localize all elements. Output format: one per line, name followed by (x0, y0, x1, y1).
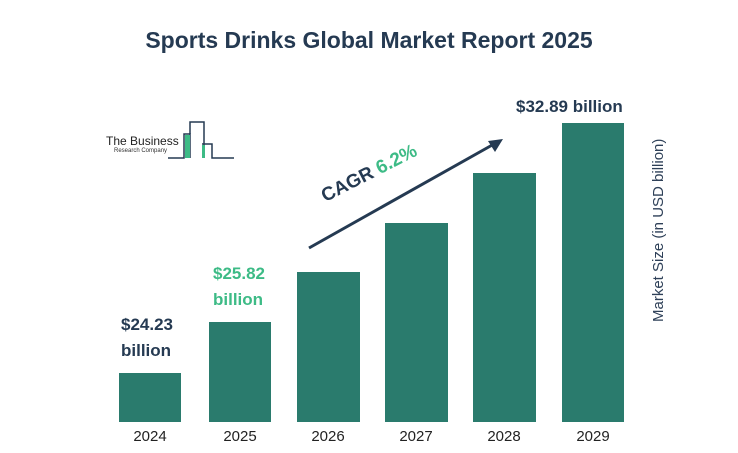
x-tick-2028: 2028 (487, 428, 521, 445)
value-2024-unit: billion (121, 341, 172, 360)
value-label-2024: $24.23 billion (121, 312, 173, 364)
bar-2024 (119, 373, 181, 422)
value-2024-amount: $24.23 (121, 315, 173, 334)
value-label-2029: $32.89 billion (516, 97, 623, 116)
cagr-annotation: CAGR 6.2% (318, 141, 421, 208)
bar-2027 (385, 223, 448, 422)
x-tick-2029: 2029 (576, 428, 610, 445)
bar-2025 (209, 322, 271, 422)
x-tick-2025: 2025 (223, 428, 257, 445)
logo-buildings-icon (168, 121, 234, 159)
value-2025-unit: billion (213, 290, 264, 309)
x-tick-2026: 2026 (311, 428, 345, 445)
cagr-label: CAGR (318, 162, 378, 207)
logo-text-main: The Business (106, 134, 179, 148)
value-2025-amount: $25.82 (213, 264, 265, 283)
company-logo: The Business Research Company (106, 118, 236, 162)
bar-2029 (562, 123, 624, 422)
x-tick-2027: 2027 (399, 428, 433, 445)
y-axis-label: Market Size (in USD billion) (650, 138, 667, 322)
bar-2026 (297, 272, 360, 422)
chart-title: Sports Drinks Global Market Report 2025 (145, 27, 593, 53)
cagr-value: 6.2% (372, 140, 421, 179)
x-tick-2024: 2024 (133, 428, 167, 445)
logo-text-sub: Research Company (114, 148, 168, 154)
bar-2028 (473, 173, 536, 422)
value-label-2025: $25.82 billion (213, 261, 265, 313)
